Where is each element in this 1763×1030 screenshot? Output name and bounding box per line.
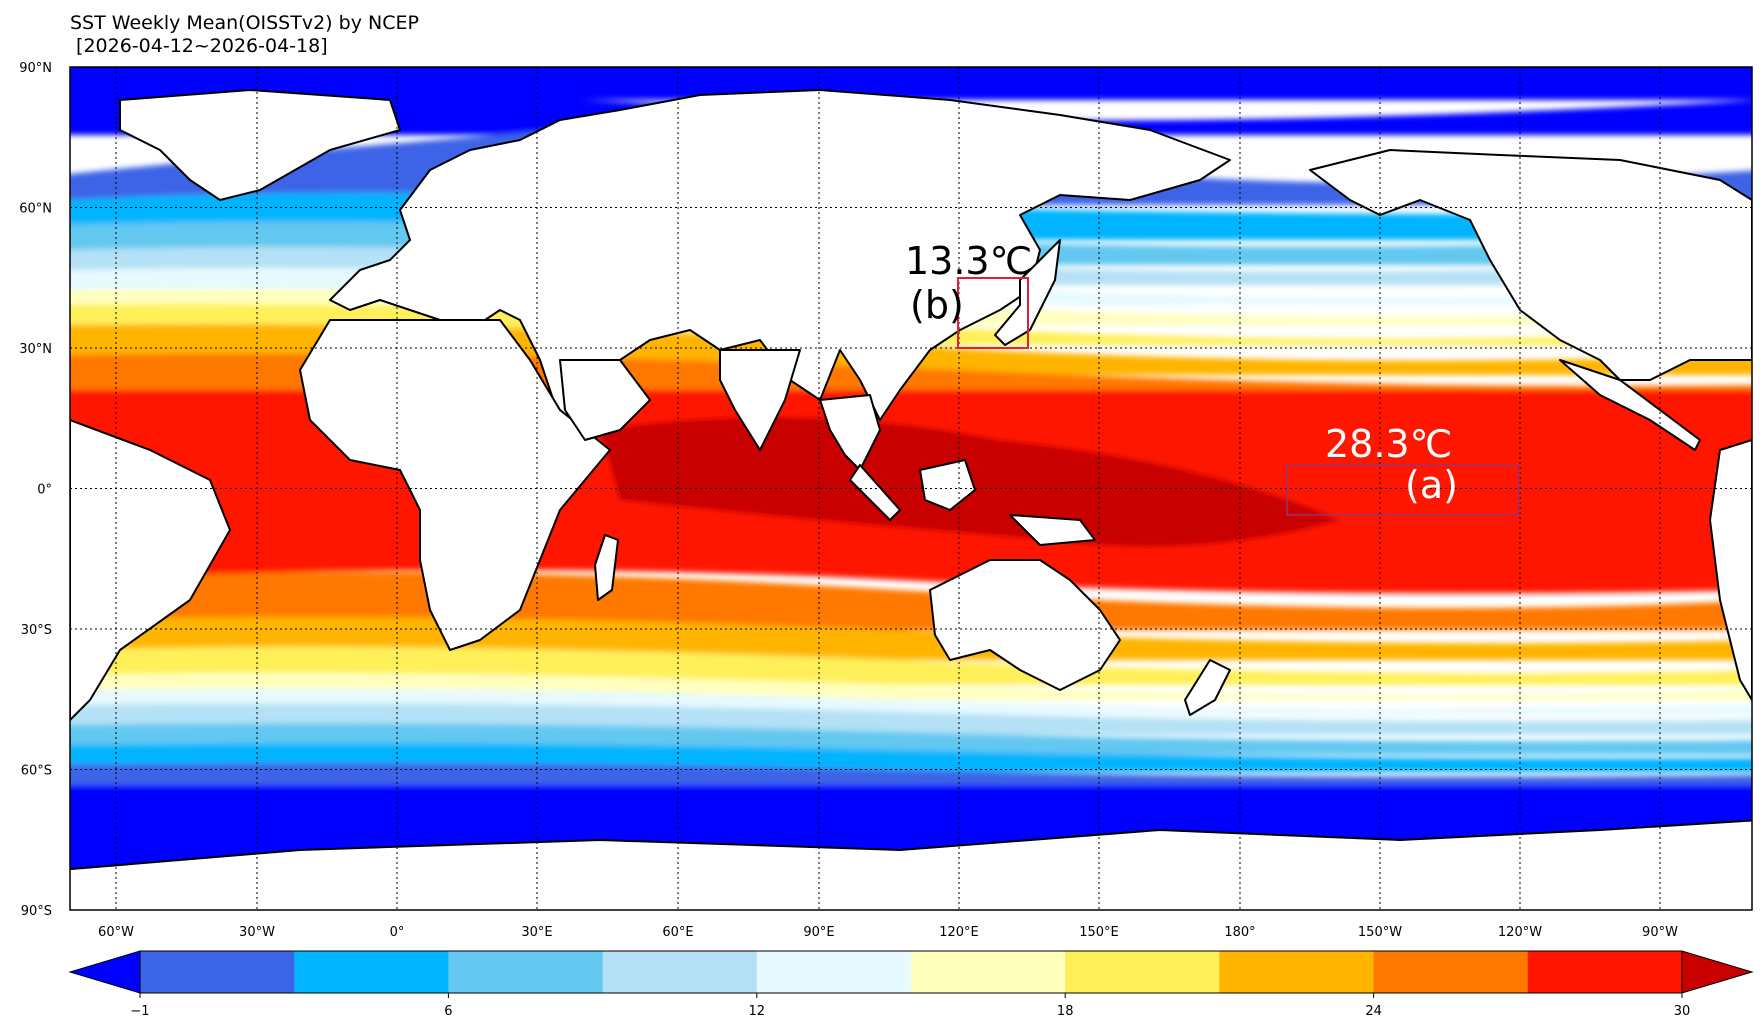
lon-label: 180° xyxy=(1224,925,1255,940)
lon-label: 150°W xyxy=(1358,925,1402,940)
madagascar xyxy=(594,534,619,601)
lon-label: 120°E xyxy=(939,925,979,940)
lat-label: 30°N xyxy=(19,342,52,357)
south-america-west xyxy=(70,419,231,721)
greenland xyxy=(119,89,401,201)
borneo xyxy=(919,459,976,511)
colorbar-tick-label: 12 xyxy=(749,1004,766,1019)
lat-label: 30°S xyxy=(21,623,52,638)
africa xyxy=(299,319,611,651)
region-a-value: 28.3℃ xyxy=(1325,422,1452,466)
colorbar-tick-label: −1 xyxy=(130,1004,149,1019)
lon-label: 120°W xyxy=(1498,925,1542,940)
date-range: [2026-04-12~2026-04-18] xyxy=(70,35,328,57)
colorbar-segment xyxy=(1373,951,1529,993)
colorbar-tick-label: 18 xyxy=(1057,1004,1074,1019)
colorbar-segment xyxy=(448,951,604,993)
lon-label: 30°W xyxy=(239,925,275,940)
arabia xyxy=(559,359,651,441)
lon-label: 90°W xyxy=(1642,925,1678,940)
longitude-labels: 60°W 30°W 0° 30°E 60°E 90°E 120°E 150°E 180° 150°… xyxy=(98,925,1678,940)
colorbar-ticks: −1 6 12 18 24 30 xyxy=(130,993,1690,1019)
antarctica xyxy=(70,819,1752,910)
lon-label: 90°E xyxy=(803,925,834,940)
colorbar-segment xyxy=(140,951,295,993)
new-zealand xyxy=(1184,659,1231,716)
latitude-labels: 90°N 60°N 30°N 0° 30°S 60°S 90°S xyxy=(19,61,52,919)
region-a-label: (a) xyxy=(1405,463,1458,507)
colorbar-segment xyxy=(1527,951,1683,993)
map-title: SST Weekly Mean(OISSTv2) by NCEP xyxy=(70,12,419,34)
colorbar-segment xyxy=(602,951,758,993)
colorbar-frame xyxy=(139,950,1683,994)
lon-label: 150°E xyxy=(1079,925,1119,940)
lat-label: 90°S xyxy=(21,904,52,919)
colorbar-segment xyxy=(1065,951,1220,993)
lat-label: 60°S xyxy=(21,764,52,779)
colorbar-segment xyxy=(1219,951,1375,993)
eurasia xyxy=(329,89,1231,431)
lat-label: 60°N xyxy=(19,202,52,217)
lon-label: 0° xyxy=(390,925,405,940)
colorbar-segment xyxy=(294,951,449,993)
new-guinea xyxy=(1009,514,1096,546)
colorbar-tick-label: 6 xyxy=(444,1004,452,1019)
central-america xyxy=(1559,359,1701,451)
colorbar-segment xyxy=(756,951,912,993)
region-b-label: (b) xyxy=(910,283,964,327)
colorbar-min-extension xyxy=(68,950,141,994)
graticule xyxy=(70,67,1752,910)
lon-label: 30°E xyxy=(521,925,552,940)
lon-label: 60°W xyxy=(98,925,134,940)
lon-label: 60°E xyxy=(662,925,693,940)
south-america-east xyxy=(1709,439,1752,701)
colorbar-tick-label: 30 xyxy=(1674,1004,1691,1019)
lat-label: 0° xyxy=(37,483,52,498)
colorbar-tick-label: 24 xyxy=(1365,1004,1382,1019)
region-a-box xyxy=(1286,464,1520,516)
region-b-box xyxy=(957,277,1029,349)
colorbar-max-extension xyxy=(1681,950,1754,994)
colorbar-segment xyxy=(911,951,1066,993)
colorbar xyxy=(68,950,1754,994)
map-frame xyxy=(69,66,1753,911)
region-b-value: 13.3℃ xyxy=(905,239,1032,283)
lat-label: 90°N xyxy=(19,61,52,76)
australia xyxy=(929,559,1121,691)
sumatra xyxy=(849,464,901,521)
india xyxy=(719,349,801,451)
